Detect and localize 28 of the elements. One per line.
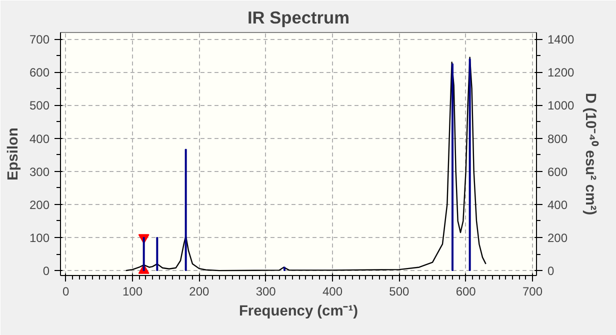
y2-tick-label: 1000 [548,98,575,113]
y-tick-label: 400 [29,132,50,146]
y-tick-label: 700 [29,32,50,47]
y2-axis-title: D (10⁻⁴⁰ esu² cm²) [582,92,600,216]
y-tick-label: 500 [29,98,50,113]
chart-title: IR Spectrum [247,8,350,28]
y2-tick-label: 1200 [548,66,575,80]
x-tick-label: 700 [522,284,543,298]
y-tick-label: 200 [29,198,50,212]
x-tick-label: 600 [456,284,476,298]
y-tick-label: 300 [29,164,50,179]
y-tick-label: 100 [29,230,50,245]
x-tick-label: 400 [322,284,343,298]
y2-tick-label: 600 [548,164,568,179]
x-tick-label: 200 [189,284,210,298]
x-tick-label: 500 [389,284,410,298]
y2-tick-label: 0 [548,264,554,278]
y2-tick-label: 400 [548,198,568,212]
x-tick-label: 100 [122,284,143,298]
y-axis-title: Epsilon [5,127,22,180]
x-axis-title: Frequency (cm⁻¹) [238,304,358,320]
x-tick-label: 0 [62,284,70,298]
y2-tick-label: 1400 [548,32,575,47]
x-tick-label: 300 [256,284,276,298]
y-tick-label: 0 [42,264,50,278]
y-tick-label: 600 [29,66,50,80]
y2-tick-label: 200 [548,230,568,245]
y2-tick-label: 800 [548,132,568,146]
